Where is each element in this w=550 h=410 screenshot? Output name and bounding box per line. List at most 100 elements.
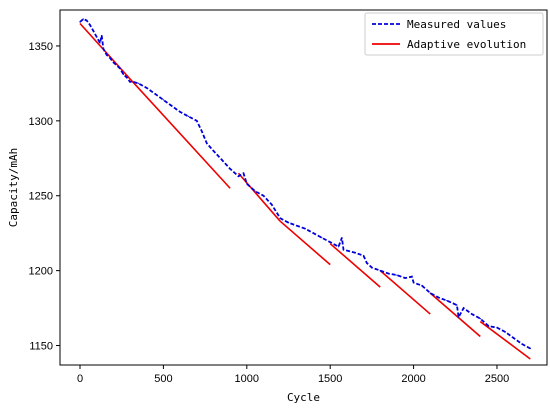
measured-values-point (429, 292, 431, 294)
measured-values-point (321, 237, 323, 239)
measured-values-point (342, 249, 345, 251)
ticks-layer: 0 500 1000 1500 2000 2500 1150 1200 1250 1300 1350 (29, 41, 510, 385)
measured-values-point (201, 130, 203, 132)
legend: Measured values Adaptive evolution (364, 12, 544, 56)
x-tick-label: 500 (154, 373, 172, 385)
measured-values-point (529, 347, 531, 350)
measured-values-point (304, 228, 306, 230)
measured-values-point (187, 115, 189, 117)
measured-values-point (86, 19, 88, 22)
measured-values-point (171, 105, 173, 107)
plot-frame (59, 9, 548, 366)
measured-values-point (132, 81, 134, 83)
measured-values-point (362, 255, 365, 257)
measured-values-point (129, 81, 131, 83)
measured-values-point (99, 42, 101, 44)
measured-values-point (246, 183, 248, 185)
adaptive-evolution-segment (237, 172, 281, 222)
measured-values-point (89, 24, 91, 26)
measured-values-point (146, 87, 148, 89)
measured-values-point (206, 142, 208, 144)
measured-values-point (296, 225, 298, 227)
measured-values-point (421, 285, 423, 287)
measured-values-point (463, 307, 465, 309)
y-tick-label: 1200 (29, 266, 53, 278)
measured-values-point (341, 237, 343, 239)
legend-label-adaptive-evolution: Adaptive evolution (407, 38, 526, 51)
measured-values-point (101, 34, 103, 37)
measured-values-point (221, 159, 223, 161)
measured-values-point (312, 232, 315, 234)
measured-values-point (162, 99, 164, 101)
measured-values-point (112, 61, 114, 64)
measured-values-point (79, 21, 81, 23)
measured-values-point (496, 327, 498, 329)
measured-values-point (366, 262, 368, 264)
measured-values-point (254, 190, 256, 192)
measured-values-point (287, 222, 290, 224)
adaptive-evolution-layer (79, 22, 531, 360)
measured-values-point (102, 48, 104, 50)
measured-values-point (329, 241, 331, 243)
measured-values-point (456, 304, 458, 306)
measured-values-line (79, 17, 531, 350)
measured-values-point (471, 313, 473, 315)
x-tick-label: 1000 (235, 373, 259, 385)
adaptive-evolution-segment (479, 320, 531, 360)
legend-label-measured-values: Measured values (407, 18, 506, 31)
measured-values-point (242, 172, 245, 174)
x-tick-label: 1500 (318, 373, 342, 385)
measured-values-point (379, 270, 381, 272)
measured-values-point (521, 343, 523, 345)
measured-values-point (279, 217, 281, 219)
adaptive-evolution-segment (329, 243, 381, 288)
adaptive-evolution-segment (379, 270, 431, 315)
measured-values-point (446, 300, 448, 302)
measured-values-point (504, 331, 506, 333)
measured-values-point (396, 274, 398, 276)
measured-values-point (458, 316, 460, 318)
measured-values-point (404, 277, 406, 279)
x-axis-label: Cycle (287, 391, 320, 404)
measured-values-point (513, 337, 515, 339)
x-tick-label: 2500 (485, 373, 509, 385)
measured-values-layer (79, 17, 531, 350)
measured-values-point (122, 73, 124, 75)
y-tick-label: 1150 (29, 341, 53, 353)
measured-values-point (271, 204, 273, 206)
measured-values-point (82, 18, 84, 20)
adaptive-evolution-segment (79, 22, 131, 80)
measured-values-point (179, 111, 181, 113)
y-axis-label: Capacity/mAh (7, 148, 20, 227)
measured-values-point (119, 67, 121, 69)
measured-values-point (438, 297, 440, 299)
y-tick-label: 1350 (29, 41, 53, 53)
measured-values-point (488, 325, 490, 327)
measured-values-point (337, 246, 340, 248)
x-tick-label: 0 (77, 373, 83, 385)
measured-values-point (109, 57, 111, 59)
x-tick-label: 2000 (401, 373, 425, 385)
measured-values-point (411, 276, 413, 278)
y-tick-label: 1250 (29, 191, 53, 203)
measured-values-point (237, 175, 240, 177)
y-tick-label: 1300 (29, 116, 53, 128)
measured-values-point (212, 150, 214, 152)
adaptive-evolution-segment (279, 220, 331, 266)
measured-values-point (96, 36, 98, 38)
measured-values-point (92, 30, 94, 32)
measured-values-point (229, 168, 231, 170)
measured-values-point (413, 282, 415, 284)
measured-values-point (388, 273, 390, 275)
measured-values-point (196, 120, 198, 122)
measured-values-point (154, 93, 156, 95)
measured-values-point (262, 195, 265, 197)
measured-values-point (137, 82, 139, 84)
adaptive-evolution-segment (429, 292, 481, 338)
measured-values-point (106, 54, 108, 56)
legend-box (364, 12, 544, 56)
measured-values-point (354, 252, 356, 254)
adaptive-evolution-segment (129, 78, 231, 189)
measured-values-point (126, 76, 128, 78)
